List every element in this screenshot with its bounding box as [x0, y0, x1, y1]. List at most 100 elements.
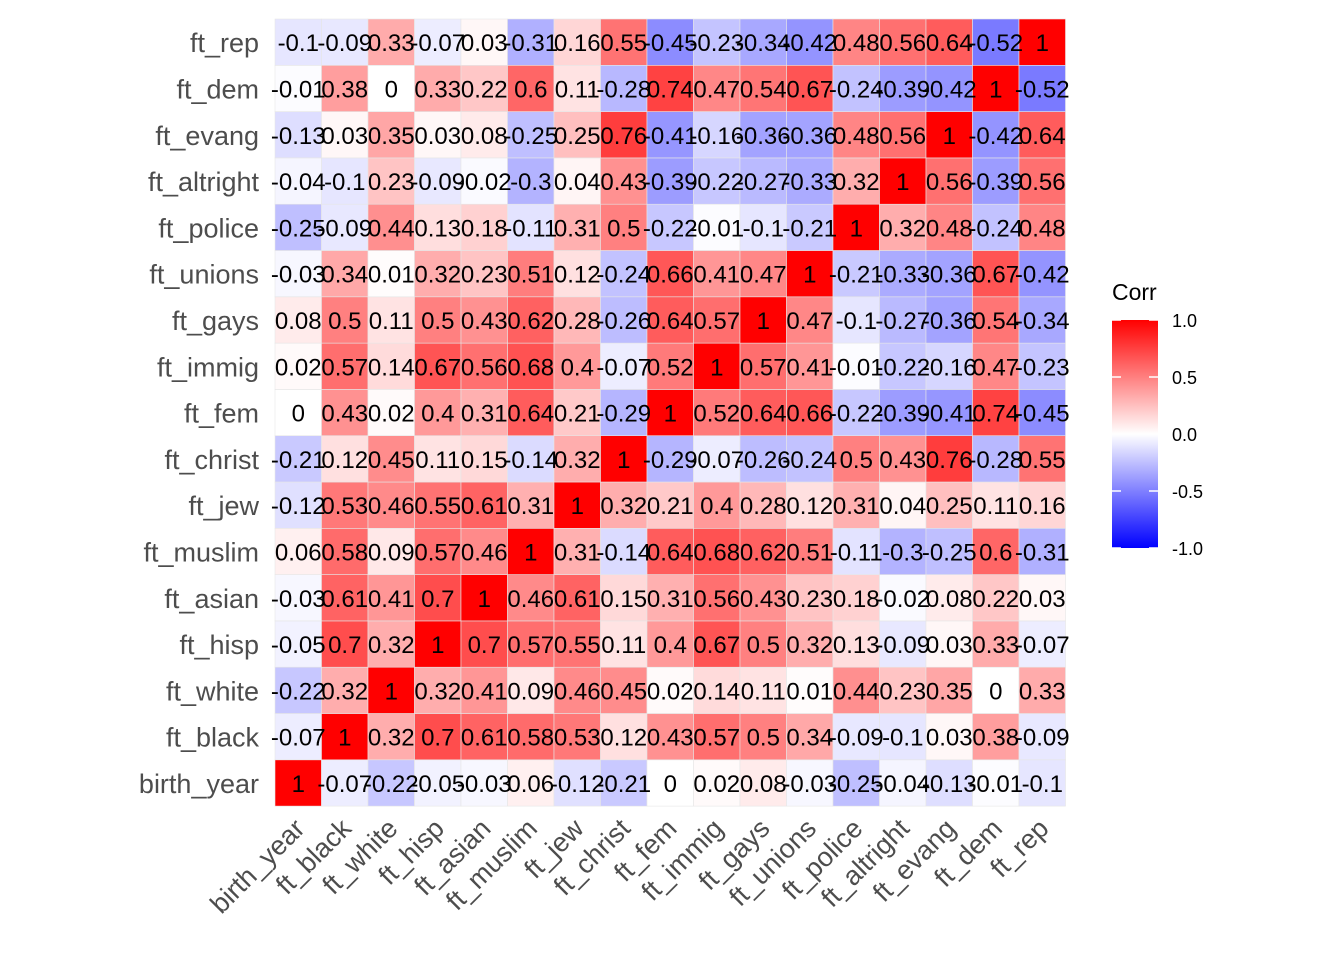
heatmap-cell-ft_evang-ft_altright [925, 157, 973, 205]
cell-value-label: -0.39 [968, 169, 1023, 196]
heatmap-cell-ft_hisp-ft_dem [414, 65, 462, 112]
cell-value-label: 0.56 [693, 586, 740, 613]
cell-value-label: 0.33 [368, 30, 415, 57]
cell-value-label: -0.24 [782, 447, 837, 474]
cell-value-label: 0.7 [328, 632, 361, 659]
cell-value-label: 1 [431, 632, 444, 659]
cell-value-label: 0.15 [461, 447, 508, 474]
heatmap-cell-ft_evang-ft_jew [925, 481, 973, 529]
cell-value-label: -0.12 [550, 771, 605, 798]
cell-value-label: -0.25 [271, 215, 326, 242]
cell-value-label: 0.66 [647, 262, 694, 289]
heatmap-cell-ft_black-ft_unions [321, 250, 369, 298]
cell-value-label: -0.09 [875, 632, 930, 659]
cell-value-label: 0.45 [600, 678, 647, 705]
cell-value-label: 0.11 [555, 76, 600, 103]
heatmap-cell-ft_gays-ft_altright [739, 157, 787, 205]
cell-value-label: 0.13 [414, 215, 461, 242]
legend-tick-label: -1.0 [1172, 539, 1203, 559]
heatmap-cell-ft_muslim-ft_white [507, 666, 555, 714]
heatmap-cell-ft_jew-ft_immig [553, 342, 601, 390]
heatmap-cell-ft_asian-ft_gays [460, 296, 508, 344]
heatmap-cell-ft_jew-ft_altright [553, 157, 601, 205]
heatmap-cell-ft_altright-ft_hisp [879, 620, 927, 668]
cell-value-label: -0.22 [271, 678, 326, 705]
y-tick-label-ft_black: ft_black [166, 723, 260, 753]
heatmap-cell-ft_dem-ft_christ [972, 435, 1020, 483]
cell-value-label: 0.32 [879, 215, 926, 242]
heatmap-cell-ft_hisp-ft_hisp [414, 620, 462, 668]
heatmap-cell-ft_black-ft_gays [321, 296, 369, 344]
cell-value-label: 0.7 [468, 632, 501, 659]
cell-value-label: 0.5 [840, 447, 873, 474]
cell-value-label: 0.06 [507, 771, 554, 798]
cell-value-label: 0.22 [972, 586, 1019, 613]
cell-value-label: -0.22 [364, 771, 419, 798]
cell-value-label: 0.55 [600, 30, 647, 57]
cell-value-label: -0.07 [410, 30, 465, 57]
heatmap-cell-ft_gays-ft_hisp [739, 620, 787, 668]
heatmap-cell-ft_evang-ft_immig [925, 342, 973, 390]
heatmap-cell-ft_unions-ft_white [786, 666, 834, 714]
heatmap-cell-ft_black-ft_hisp [321, 620, 369, 668]
cell-value-label: -0.12 [271, 493, 326, 520]
cell-value-label: 0.47 [740, 262, 787, 289]
heatmap-cell-ft_gays-ft_rep [739, 18, 787, 66]
heatmap-cell-ft_asian-ft_black [460, 713, 508, 761]
cell-value-label: 0.4 [561, 354, 594, 381]
cell-value-label: -0.42 [1015, 262, 1070, 289]
heatmap-cell-ft_rep-ft_jew [1018, 481, 1066, 529]
heatmap-cell-ft_dem-ft_white [972, 666, 1020, 714]
heatmap-cell-ft_police-ft_altright [832, 157, 880, 205]
heatmap-cell-ft_white-ft_police [367, 203, 415, 251]
cell-value-label: -0.28 [596, 76, 651, 103]
cell-value-label: 0.34 [786, 725, 833, 752]
cell-value-label: 0 [989, 678, 1002, 705]
cell-value-label: 0.33 [1019, 678, 1066, 705]
heatmap-cell-ft_asian-ft_rep [460, 18, 508, 66]
heatmap-cell-ft_christ-ft_muslim [600, 527, 648, 575]
cell-value-label: 0 [664, 771, 677, 798]
cell-value-label: 1 [850, 215, 863, 242]
heatmap-cell-ft_christ-ft_asian [600, 574, 648, 622]
cell-value-label: -0.3 [510, 169, 551, 196]
cell-value-label: 0.68 [507, 354, 554, 381]
cell-value-label: 0.64 [647, 539, 694, 566]
heatmap-cell-ft_christ-birth_year [600, 759, 648, 807]
cell-value-label: 0.57 [693, 725, 740, 752]
cell-value-label: 0.62 [507, 308, 554, 335]
cell-value-label: 0.18 [833, 586, 880, 613]
heatmap-cell-ft_police-birth_year [832, 759, 880, 807]
cell-value-label: 0.12 [786, 493, 833, 520]
heatmap-cell-ft_white-ft_muslim [367, 527, 415, 575]
heatmap-cell-birth_year-ft_jew [274, 481, 322, 529]
heatmap-cell-ft_christ-ft_fem [600, 389, 648, 436]
heatmap-cell-ft_gays-ft_christ [739, 435, 787, 483]
cell-value-label: 0.67 [414, 354, 461, 381]
cell-value-label: 0.61 [461, 725, 508, 752]
cell-value-label: 0.31 [461, 401, 508, 428]
heatmap-cell-ft_evang-ft_asian [925, 574, 973, 622]
heatmap-cell-ft_muslim-ft_muslim [507, 527, 555, 575]
heatmap-cell-ft_white-ft_gays [367, 296, 415, 344]
heatmap-cell-ft_jew-ft_fem [553, 389, 601, 436]
cell-value-label: -0.07 [317, 771, 372, 798]
heatmap-cell-ft_gays-ft_asian [739, 574, 787, 622]
cell-value-label: 0.03 [321, 123, 368, 150]
cell-value-label: -0.24 [829, 76, 884, 103]
cell-value-label: 0.08 [926, 586, 973, 613]
cell-value-label: -0.23 [1015, 354, 1070, 381]
heatmap-cell-birth_year-ft_dem [274, 65, 322, 112]
cell-value-label: 0.43 [647, 725, 694, 752]
y-tick-label-ft_asian: ft_asian [164, 584, 259, 614]
cell-value-label: -0.52 [968, 30, 1023, 57]
heatmap-cell-ft_rep-ft_immig [1018, 342, 1066, 390]
heatmap-cell-ft_unions-ft_gays [786, 296, 834, 344]
cell-value-label: -0.01 [968, 771, 1023, 798]
cell-value-label: 0.47 [972, 354, 1019, 381]
cell-value-label: 0.48 [926, 215, 973, 242]
heatmap-cell-ft_police-ft_muslim [832, 527, 880, 575]
heatmap-cell-ft_hisp-ft_immig [414, 342, 462, 390]
legend-tick-label: 0.0 [1172, 425, 1197, 445]
heatmap-cell-ft_dem-ft_altright [972, 157, 1020, 205]
